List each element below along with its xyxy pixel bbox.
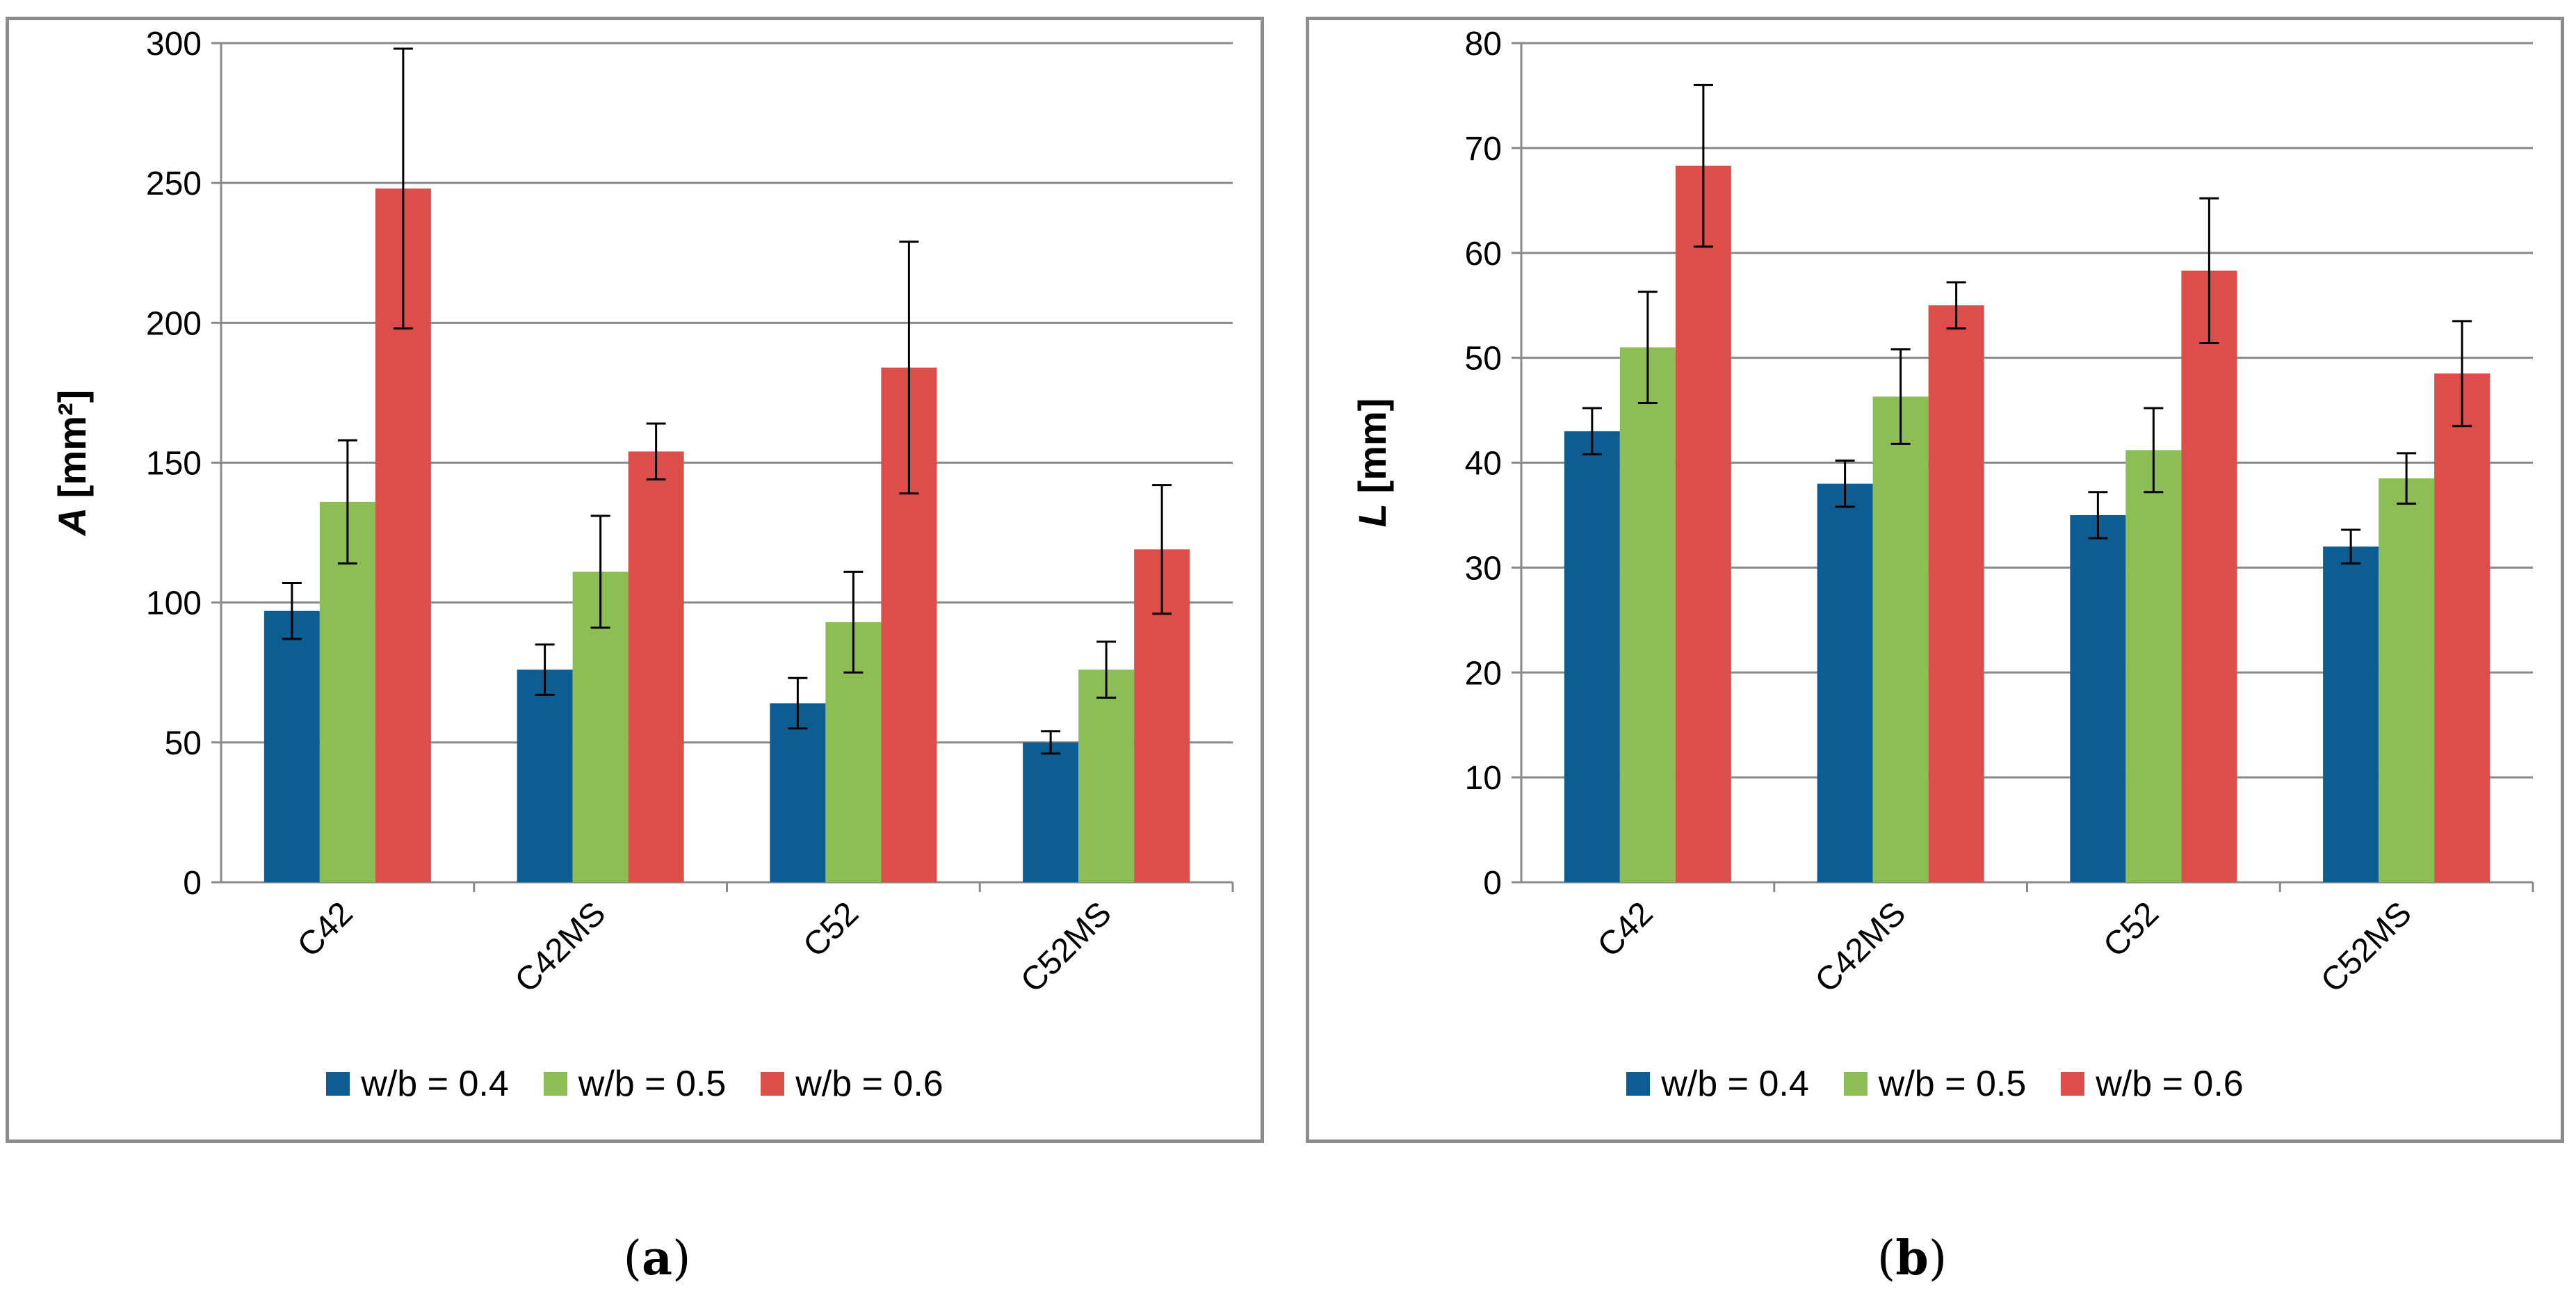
chart-b-legend-swatch: [1626, 1072, 1651, 1096]
chart-a-bar-c42ms-s2: [628, 451, 684, 882]
chart-a-legend-swatch: [543, 1072, 567, 1096]
chart-b-ylabel-var: L: [1350, 494, 1394, 528]
chart-a-legend-item-0: w/b = 0.4: [326, 1063, 509, 1105]
chart-b-ytick-label: 20: [1465, 655, 1502, 692]
chart-a-ytick-label: 250: [146, 165, 202, 202]
chart-b-bar-c52ms-s0: [2323, 546, 2379, 882]
chart-a-ylabel-unit: [mm²]: [50, 390, 94, 498]
chart-a-legend-item-1: w/b = 0.5: [543, 1063, 727, 1105]
caption-b: (b): [1877, 1231, 1947, 1286]
chart-b-bar-c52ms-s1: [2379, 478, 2435, 882]
chart-a-legend: w/b = 0.4 w/b = 0.5 w/b = 0.6: [9, 1063, 1261, 1105]
chart-b-category-label: C52MS: [2314, 895, 2419, 1000]
chart-b-legend-item-0: w/b = 0.4: [1626, 1063, 1809, 1105]
chart-b-bar-c42-s0: [1564, 431, 1620, 882]
chart-b-bar-c42ms-s2: [1928, 305, 1984, 882]
chart-a-ytick-label: 200: [146, 305, 202, 342]
chart-a-bar-c42-s0: [264, 610, 320, 882]
chart-a-ytick-label: 150: [146, 446, 202, 482]
chart-a-bar-c52ms-s0: [1023, 742, 1079, 882]
chart-b-bar-c52-s2: [2181, 270, 2237, 882]
chart-b-category-label: C42: [1591, 895, 1660, 964]
chart-b-ytick-label: 80: [1465, 26, 1502, 63]
chart-b-legend-label: w/b = 0.4: [1661, 1064, 1809, 1104]
chart-b-ytick-label: 30: [1465, 550, 1502, 587]
chart-a-ylabel: A [mm²]: [50, 390, 94, 537]
chart-b-ytick-label: 10: [1465, 760, 1502, 797]
chart-a-category-label: C52: [796, 895, 866, 964]
chart-b-legend: w/b = 0.4 w/b = 0.5 w/b = 0.6: [1309, 1063, 2561, 1105]
chart-b-legend-swatch: [2061, 1072, 2085, 1096]
chart-b-legend-label: w/b = 0.5: [1878, 1064, 2027, 1104]
chart-panel-a: 0 50 100 150 200 250 300 C42 C42MS C52 C52MS A [mm²…: [6, 17, 1264, 1143]
chart-a-category-label: C42: [291, 895, 360, 964]
chart-b-legend-item-2: w/b = 0.6: [2061, 1063, 2244, 1105]
chart-b-category-label: C42MS: [1808, 895, 1913, 1000]
chart-a-legend-item-2: w/b = 0.6: [761, 1063, 943, 1105]
chart-a-legend-label: w/b = 0.6: [795, 1064, 943, 1104]
caption-a: (a): [623, 1231, 691, 1286]
chart-b-legend-swatch: [1843, 1072, 1868, 1096]
chart-a-bar-c52-s0: [770, 703, 826, 882]
chart-a-ytick-label: 300: [146, 26, 202, 63]
chart-a-ytick-label: 0: [183, 865, 202, 902]
chart-b-bar-c52-s1: [2125, 450, 2182, 882]
chart-b-ytick-label: 70: [1465, 131, 1502, 168]
chart-panel-b: 0 10 20 30 40 50 60 70 80 C42 C42MS C52 C52MS L [mm] …: [1306, 17, 2564, 1143]
chart-b-ytick-label: 0: [1483, 865, 1502, 902]
chart-a-category-label: C42MS: [508, 895, 613, 1000]
chart-b-ylabel: L [mm]: [1350, 398, 1394, 528]
chart-b-ytick-label: 40: [1465, 446, 1502, 482]
chart-b-bar-c42-s2: [1675, 165, 1731, 883]
chart-a-svg: 0 50 100 150 200 250 300 C42 C42MS C52 C52MS A [mm²…: [50, 26, 1234, 1000]
chart-a-legend-label: w/b = 0.4: [361, 1064, 509, 1104]
chart-a-bar-c42-s1: [319, 501, 375, 882]
chart-b-ytick-label: 50: [1465, 341, 1502, 378]
chart-b-legend-label: w/b = 0.6: [2096, 1064, 2244, 1104]
chart-a-legend-swatch: [326, 1072, 350, 1096]
chart-b-ytick-label: 60: [1465, 236, 1502, 273]
chart-b-category-label: C52: [2096, 895, 2166, 964]
chart-a-legend-swatch: [761, 1072, 785, 1096]
chart-b-svg: 0 10 20 30 40 50 60 70 80 C42 C42MS C52 C52MS L [mm]: [1350, 26, 2534, 1000]
chart-a-ytick-label: 50: [165, 725, 202, 762]
chart-a-legend-label: w/b = 0.5: [578, 1064, 727, 1104]
chart-b-legend-item-1: w/b = 0.5: [1843, 1063, 2027, 1105]
chart-a-ytick-label: 100: [146, 585, 202, 622]
chart-a-bar-c42ms-s0: [517, 670, 573, 882]
chart-b-bar-c42-s1: [1619, 347, 1676, 883]
chart-b-bar-c52-s0: [2070, 514, 2126, 882]
chart-b-bar-c42ms-s1: [1872, 396, 1929, 882]
chart-a-ylabel-var: A: [50, 498, 94, 537]
chart-b-ylabel-unit: [mm]: [1350, 398, 1394, 494]
caption-a-label: a: [641, 1231, 673, 1286]
chart-b-bar-c52ms-s2: [2434, 373, 2490, 882]
caption-b-label: b: [1895, 1231, 1929, 1286]
chart-a-bar-c52ms-s1: [1078, 670, 1135, 882]
chart-b-bar-c42ms-s0: [1817, 483, 1873, 882]
chart-a-category-label: C52MS: [1014, 895, 1119, 1000]
